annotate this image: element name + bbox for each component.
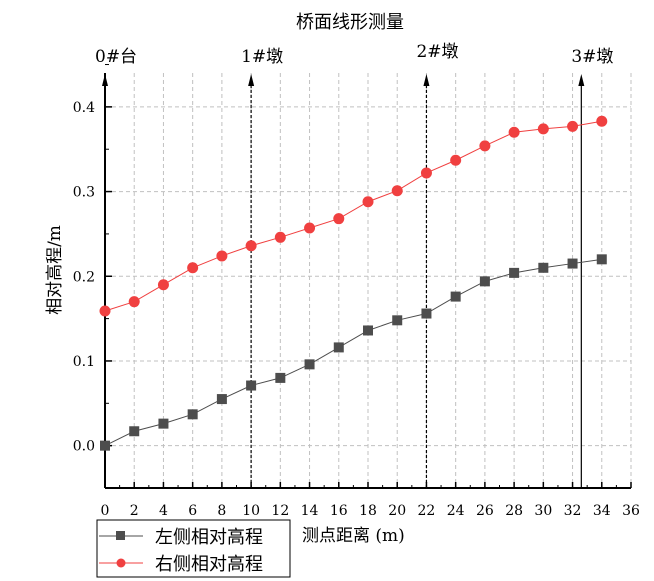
x-tick-label: 32 <box>564 503 582 519</box>
x-tick-label: 10 <box>242 503 260 519</box>
x-tick-label: 12 <box>271 503 289 519</box>
x-tick-label: 8 <box>217 503 226 519</box>
data-point-right <box>187 262 199 274</box>
data-point-right <box>362 196 374 208</box>
data-point-left <box>129 426 140 437</box>
data-point-right <box>508 126 520 138</box>
x-tick-label: 0 <box>101 503 110 519</box>
x-tick-label: 2 <box>130 503 139 519</box>
pier-label: 1#墩 <box>241 47 283 67</box>
y-tick-label: 0.2 <box>73 269 95 285</box>
x-tick-label: 22 <box>418 503 436 519</box>
series <box>99 115 608 451</box>
data-point-left <box>596 254 607 265</box>
pier-label: 0#台 <box>95 47 137 67</box>
legend-marker-circle <box>116 558 126 568</box>
y-tick-label: 0.4 <box>73 100 95 116</box>
data-point-right <box>537 123 549 135</box>
x-tick-label: 30 <box>534 503 552 519</box>
data-point-left <box>538 262 549 273</box>
data-point-right <box>128 296 140 308</box>
series-line-0 <box>104 258 602 447</box>
data-point-right <box>420 167 432 179</box>
data-point-right <box>333 213 345 225</box>
x-tick-label: 6 <box>188 503 197 519</box>
data-point-right <box>216 250 228 262</box>
x-tick-label: 14 <box>301 503 319 519</box>
data-point-left <box>100 440 110 451</box>
y-axis-label: 相对高程/m <box>45 225 65 315</box>
x-tick-label: 20 <box>388 503 406 519</box>
legend: 左侧相对高程 右侧相对高程 <box>96 519 291 578</box>
x-tick-label: 16 <box>330 503 348 519</box>
data-point-left <box>275 372 286 383</box>
data-point-right <box>99 305 111 317</box>
data-point-left <box>187 409 198 420</box>
data-point-left <box>216 394 227 405</box>
data-point-left <box>450 291 461 302</box>
data-point-left <box>304 359 315 370</box>
data-point-left <box>333 342 344 353</box>
arrow-up-icon <box>248 74 255 86</box>
data-point-left <box>392 315 403 326</box>
data-point-right <box>157 279 169 291</box>
x-tick-label: 36 <box>622 503 640 519</box>
data-point-left <box>509 267 520 278</box>
data-point-right <box>245 240 257 252</box>
arrow-up-icon <box>578 74 585 86</box>
legend-marker-square <box>116 531 125 540</box>
data-point-left <box>158 418 169 429</box>
chart-title: 桥面线形测量 <box>296 12 404 33</box>
data-point-right <box>479 140 491 152</box>
x-tick-label: 24 <box>447 503 465 519</box>
data-point-left <box>421 308 432 319</box>
data-point-right <box>596 115 608 127</box>
x-tick-label: 34 <box>593 503 611 519</box>
series-line-1 <box>104 120 602 312</box>
x-tick-label: 26 <box>476 503 494 519</box>
x-tick-label: 18 <box>359 503 377 519</box>
data-point-left <box>567 258 578 269</box>
x-tick-label: 4 <box>159 503 168 519</box>
pier-label: 3#墩 <box>571 47 613 67</box>
legend-label-left: 左侧相对高程 <box>155 527 263 548</box>
y-tick-label: 0.0 <box>73 439 95 455</box>
arrow-up-icon <box>423 74 430 86</box>
data-point-left <box>363 325 373 336</box>
pier-label: 2#墩 <box>416 42 458 62</box>
grid <box>105 73 632 488</box>
y-tick-label: 0.1 <box>73 354 95 370</box>
y-tick-label: 0.3 <box>73 185 95 201</box>
data-point-left <box>246 380 257 391</box>
data-point-right <box>567 120 579 132</box>
data-point-left <box>479 276 490 287</box>
data-point-right <box>450 154 462 166</box>
data-point-right <box>274 231 286 243</box>
legend-label-right: 右侧相对高程 <box>155 554 263 575</box>
data-point-right <box>391 185 403 197</box>
x-tick-label: 28 <box>505 503 523 519</box>
data-point-right <box>304 222 316 234</box>
axes: 0 2 4 6 8 10 12 14 16 18 20 22 24 26 28 30 32 34 360.00.10… <box>73 64 640 519</box>
x-axis-label: 测点距离 (m) <box>302 526 405 546</box>
